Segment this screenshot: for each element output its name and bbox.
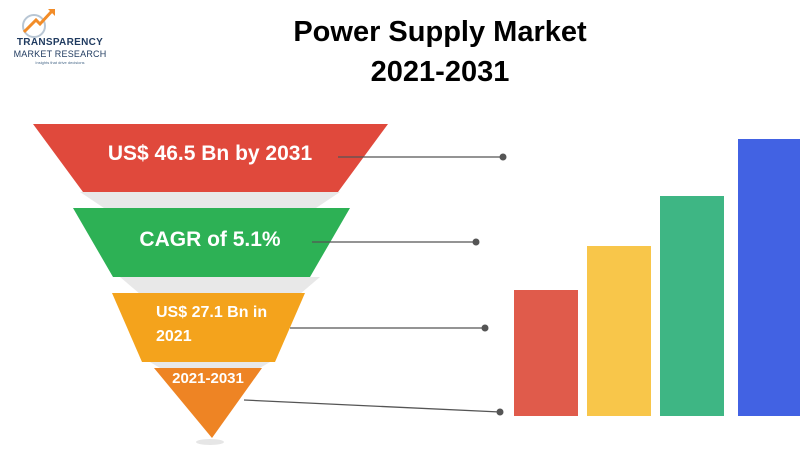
logo-line1: TRANSPARENCY [16, 37, 104, 48]
funnel-tier-4 [154, 368, 262, 438]
funnel-tier-2 [73, 208, 350, 277]
tier3-shadow [150, 362, 270, 368]
bar-4 [738, 139, 800, 416]
tier3-label-line2: 2021 [156, 328, 192, 345]
tier1-label: US$ 46.5 Bn by 2031 [107, 142, 313, 165]
connector-dot-3 [481, 324, 489, 332]
tier2-label: CAGR of 5.1% [139, 228, 281, 251]
logo-line2: MARKET RESEARCH [13, 49, 107, 59]
logo-arrow-icon [22, 9, 55, 38]
connector-line-4 [243, 399, 501, 413]
tier2-shadow [120, 277, 320, 294]
tip-shadow [196, 439, 224, 445]
funnel-tier-1 [33, 124, 388, 192]
title-line2: 2021-2031 [370, 56, 510, 88]
connector-dot-2 [472, 238, 480, 246]
company-logo: TRANSPARENCY MARKET RESEARCH Insights th… [10, 8, 110, 68]
bar-2 [587, 246, 651, 416]
tier4-label: 2021-2031 [172, 370, 244, 387]
title-line1: Power Supply Market [293, 16, 587, 48]
connector-dot-1 [499, 153, 507, 161]
tier1-shadow [80, 192, 340, 212]
tier3-label-line1: US$ 27.1 Bn in [156, 304, 268, 321]
page-title: Power Supply Market 2021-2031 [0, 12, 800, 92]
funnel-tier-3 [112, 293, 305, 362]
connector-dot-4 [496, 408, 504, 416]
logo-tagline: Insights that drive decisions [35, 60, 85, 65]
bar-3 [660, 196, 724, 416]
bar-1 [514, 290, 578, 416]
